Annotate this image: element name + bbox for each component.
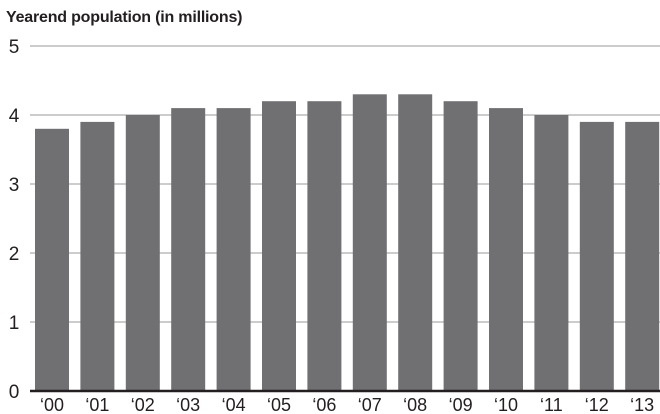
bar xyxy=(307,101,342,391)
x-tick-label: ‘10 xyxy=(494,395,518,414)
x-tick-label: ‘12 xyxy=(585,395,609,414)
chart-title: Yearend population (in millions) xyxy=(6,9,243,26)
bar xyxy=(398,94,433,392)
y-tick-label: 3 xyxy=(9,175,20,196)
x-tick-label: ‘00 xyxy=(40,395,64,414)
bar xyxy=(443,101,478,391)
bar xyxy=(171,108,206,391)
bar xyxy=(125,115,160,391)
bar xyxy=(35,128,69,392)
x-tick-label: ‘01 xyxy=(85,395,109,414)
x-tick-label: ‘07 xyxy=(358,395,382,414)
x-tick-label: ‘05 xyxy=(267,395,291,414)
bar xyxy=(80,121,115,392)
y-tick-label: 4 xyxy=(9,106,20,127)
x-tick-label: ‘06 xyxy=(312,395,336,414)
y-tick-label: 2 xyxy=(9,244,20,265)
x-tick-label: ‘02 xyxy=(131,395,155,414)
x-tick-label: ‘03 xyxy=(176,395,200,414)
x-tick-label: ‘08 xyxy=(403,395,427,414)
bar xyxy=(625,121,660,392)
y-tick-label: 5 xyxy=(9,37,20,58)
bar xyxy=(352,94,387,392)
bar xyxy=(489,108,523,391)
labels: 0 1 2 3 4 5 ‘00 ‘01 ‘02 ‘03 ‘04 ‘05 ‘06 ‘07 ‘08 ‘09 ‘10 ‘… xyxy=(9,37,655,414)
bar xyxy=(534,115,569,391)
x-tick-label: ‘13 xyxy=(630,395,654,414)
bar xyxy=(216,108,251,391)
y-tick-label: 0 xyxy=(9,382,20,403)
bars xyxy=(35,94,660,392)
x-tick-label: ‘11 xyxy=(540,395,563,414)
bar xyxy=(262,101,296,391)
y-tick-label: 1 xyxy=(9,313,20,334)
x-tick-label: ‘04 xyxy=(222,395,246,414)
bar xyxy=(579,121,614,392)
x-tick-label: ‘09 xyxy=(449,395,473,414)
